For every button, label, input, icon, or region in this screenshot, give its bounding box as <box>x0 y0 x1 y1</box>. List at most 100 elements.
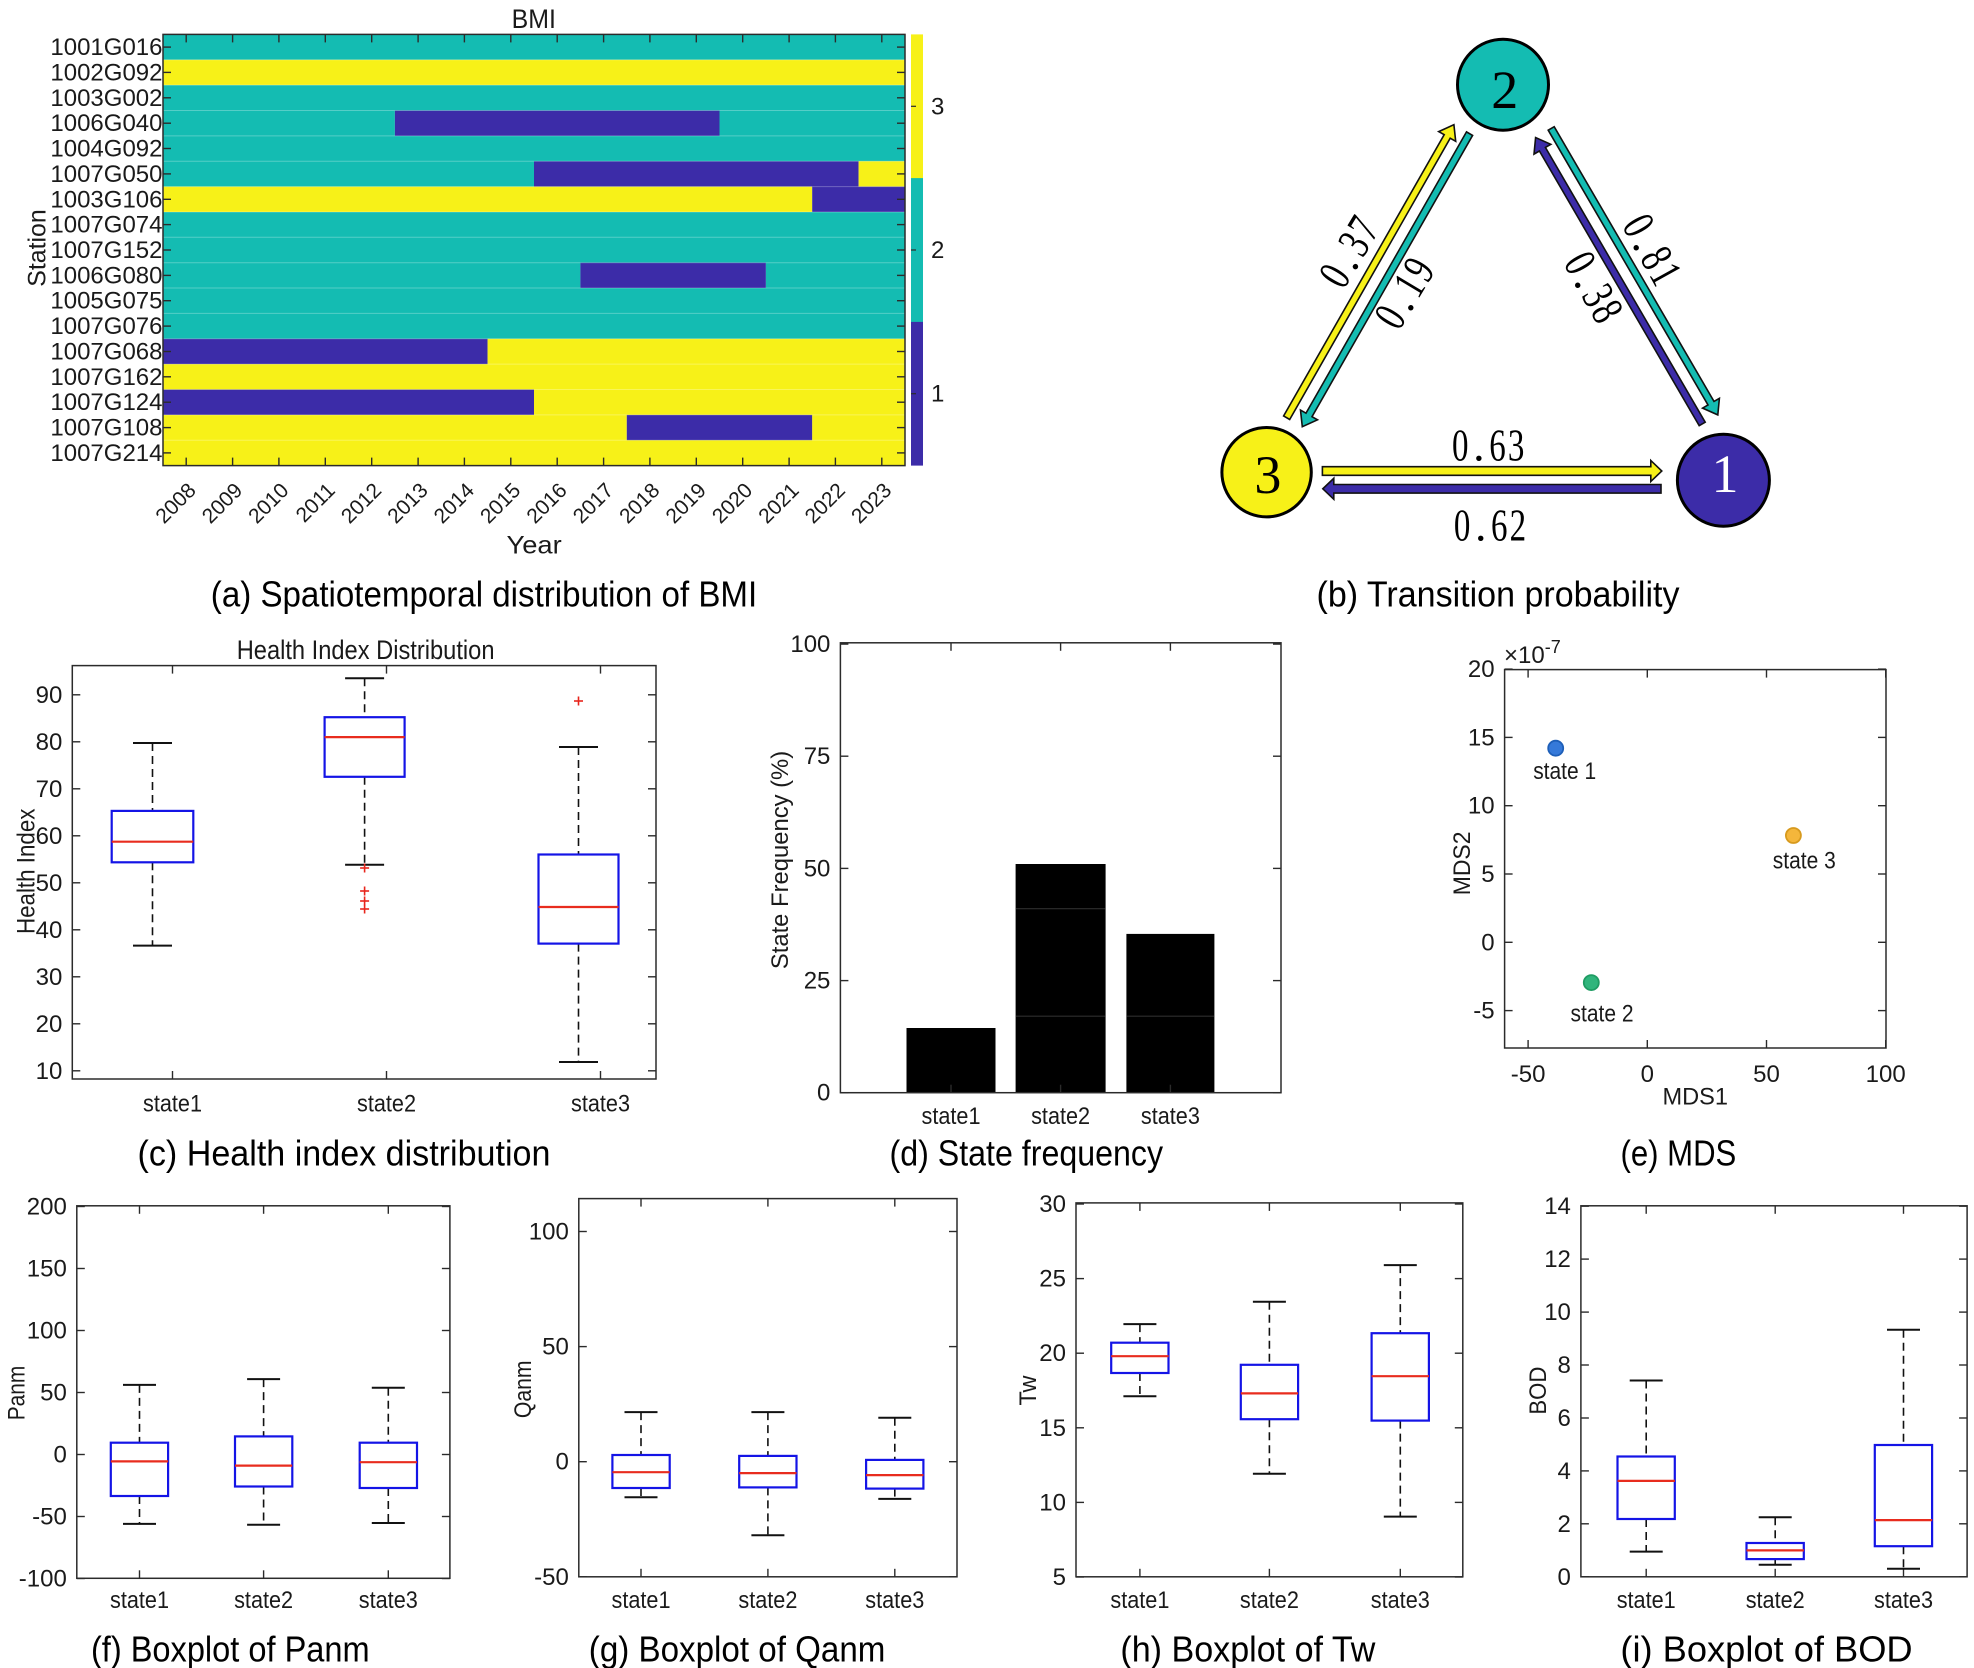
svg-text:100: 100 <box>790 631 830 658</box>
svg-text:70: 70 <box>36 776 63 803</box>
svg-text:0: 0 <box>1481 929 1494 956</box>
svg-text:1004G092: 1004G092 <box>50 136 162 163</box>
svg-text:14: 14 <box>1544 1193 1571 1220</box>
svg-text:-50: -50 <box>1511 1061 1546 1088</box>
svg-text:state3: state3 <box>571 1091 630 1118</box>
svg-text:200: 200 <box>27 1194 67 1221</box>
svg-text:state3: state3 <box>1371 1587 1430 1614</box>
svg-text:2: 2 <box>931 237 944 264</box>
svg-text:state2: state2 <box>1746 1587 1805 1614</box>
svg-text:(d) State frequency: (d) State frequency <box>890 1133 1164 1174</box>
svg-text:state3: state3 <box>1874 1587 1933 1614</box>
svg-text:Year: Year <box>507 532 562 560</box>
svg-text:80: 80 <box>36 729 63 756</box>
svg-text:5: 5 <box>1053 1564 1066 1591</box>
svg-text:20: 20 <box>36 1011 63 1038</box>
svg-text:-100: -100 <box>19 1566 67 1593</box>
svg-text:.: . <box>1475 499 1487 550</box>
svg-text:1: 1 <box>1712 444 1739 504</box>
svg-text:1007G076: 1007G076 <box>50 313 162 340</box>
svg-text:1: 1 <box>931 381 944 408</box>
svg-text:State Frequency (%): State Frequency (%) <box>767 751 794 969</box>
svg-text:1002G092: 1002G092 <box>50 59 162 86</box>
svg-text:0: 0 <box>1454 499 1471 550</box>
svg-text:(i) Boxplot of BOD: (i) Boxplot of BOD <box>1620 1629 1912 1668</box>
svg-text:Panm: Panm <box>3 1366 30 1421</box>
svg-text:3: 3 <box>1254 445 1281 505</box>
svg-text:1001G016: 1001G016 <box>50 34 162 61</box>
svg-text:.: . <box>1473 420 1485 471</box>
svg-text:50: 50 <box>40 1380 67 1407</box>
svg-text:20: 20 <box>1039 1340 1066 1367</box>
svg-text:(c) Health index distribution: (c) Health index distribution <box>138 1133 551 1174</box>
svg-text:50: 50 <box>804 855 831 882</box>
svg-text:state1: state1 <box>612 1587 671 1614</box>
svg-text:1006G080: 1006G080 <box>50 262 162 289</box>
svg-text:MDS1: MDS1 <box>1662 1084 1728 1111</box>
svg-text:30: 30 <box>1039 1191 1066 1218</box>
svg-text:0: 0 <box>1558 1564 1571 1591</box>
svg-text:20: 20 <box>1468 656 1495 683</box>
svg-text:1007G162: 1007G162 <box>50 364 162 391</box>
svg-text:0: 0 <box>817 1080 830 1107</box>
svg-text:5: 5 <box>1481 861 1494 888</box>
svg-text:10: 10 <box>1544 1299 1571 1326</box>
svg-text:30: 30 <box>36 964 63 991</box>
svg-text:state1: state1 <box>1617 1587 1676 1614</box>
svg-text:40: 40 <box>36 917 63 944</box>
svg-text:state 2: state 2 <box>1571 1000 1634 1027</box>
svg-text:BMI: BMI <box>512 4 556 34</box>
svg-text:12: 12 <box>1544 1246 1571 1273</box>
svg-text:state2: state2 <box>1031 1103 1090 1130</box>
svg-text:10: 10 <box>36 1058 63 1085</box>
svg-text:2: 2 <box>1558 1511 1571 1538</box>
svg-text:50: 50 <box>1753 1061 1780 1088</box>
svg-text:0: 0 <box>555 1449 568 1476</box>
svg-text:6: 6 <box>1489 420 1506 471</box>
svg-text:BOD: BOD <box>1525 1367 1552 1415</box>
svg-text:15: 15 <box>1039 1415 1066 1442</box>
svg-text:100: 100 <box>1866 1061 1906 1088</box>
svg-text:Tw: Tw <box>1015 1375 1042 1406</box>
svg-text:6: 6 <box>1491 499 1508 550</box>
svg-text:1003G002: 1003G002 <box>50 85 162 112</box>
svg-text:-50: -50 <box>534 1564 569 1591</box>
svg-text:75: 75 <box>804 743 831 770</box>
svg-text:100: 100 <box>27 1318 67 1345</box>
svg-text:60: 60 <box>36 823 63 850</box>
svg-text:(h) Boxplot of Tw: (h) Boxplot of Tw <box>1120 1629 1376 1668</box>
svg-text:state2: state2 <box>738 1587 797 1614</box>
svg-text:100: 100 <box>529 1219 569 1246</box>
svg-text:3: 3 <box>1508 420 1525 471</box>
svg-text:state1: state1 <box>143 1091 202 1118</box>
svg-text:0: 0 <box>1641 1061 1654 1088</box>
svg-text:15: 15 <box>1468 724 1495 751</box>
svg-text:50: 50 <box>36 870 63 897</box>
svg-text:1007G214: 1007G214 <box>50 440 162 467</box>
svg-text:state3: state3 <box>1141 1103 1200 1130</box>
svg-text:Station: Station <box>23 209 51 287</box>
svg-text:1007G074: 1007G074 <box>50 212 162 239</box>
svg-text:8: 8 <box>1558 1352 1571 1379</box>
svg-text:state1: state1 <box>110 1587 169 1614</box>
svg-text:Health Index Distribution: Health Index Distribution <box>237 635 495 665</box>
svg-text:1007G124: 1007G124 <box>50 389 162 416</box>
svg-text:4: 4 <box>1558 1458 1571 1485</box>
svg-text:3: 3 <box>931 93 944 120</box>
svg-text:1007G108: 1007G108 <box>50 415 162 442</box>
svg-text:state1: state1 <box>922 1103 981 1130</box>
svg-text:6: 6 <box>1558 1405 1571 1432</box>
svg-text:state2: state2 <box>234 1587 293 1614</box>
svg-text:1003G106: 1003G106 <box>50 186 162 213</box>
svg-text:(b) Transition probability: (b) Transition probability <box>1317 574 1681 615</box>
svg-text:state3: state3 <box>359 1587 418 1614</box>
svg-text:10: 10 <box>1039 1489 1066 1516</box>
svg-text:-5: -5 <box>1473 998 1494 1025</box>
svg-text:1007G152: 1007G152 <box>50 237 162 264</box>
svg-text:Qanm: Qanm <box>510 1360 537 1418</box>
svg-text:state1: state1 <box>1110 1587 1169 1614</box>
svg-text:Health Index: Health Index <box>13 808 41 934</box>
svg-text:0: 0 <box>53 1442 66 1469</box>
svg-text:state 1: state 1 <box>1533 758 1596 785</box>
svg-text:1005G075: 1005G075 <box>50 288 162 315</box>
